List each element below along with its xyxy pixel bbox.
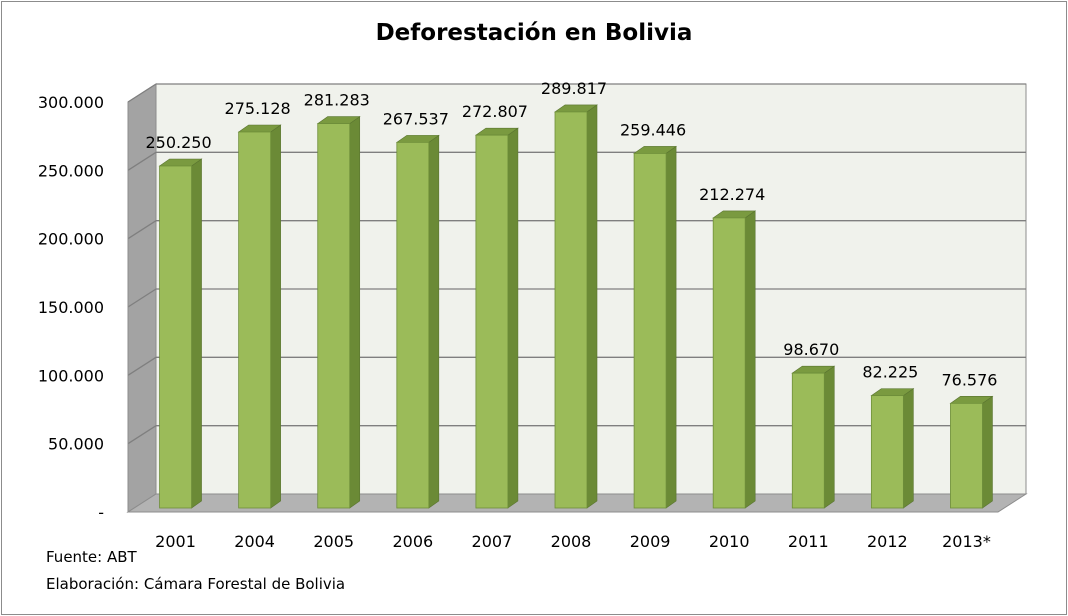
bar-2008 [554,104,598,509]
data-label: 259.446 [620,120,686,139]
data-label: 281.283 [304,91,370,110]
bar-side [586,104,598,509]
gridline-side [127,220,157,240]
bar-2011 [791,365,836,509]
x-tick-label: 2011 [788,532,829,551]
x-tick-label: 2006 [392,532,433,551]
gridline-side [127,83,157,103]
bar-2006 [395,134,440,509]
y-tick-label: 200.000 [38,230,104,249]
bar-front [238,131,272,509]
data-label: 82.225 [862,363,918,382]
bar-front [317,123,351,509]
bar-2007 [474,127,519,509]
y-tick-label: 150.000 [38,298,104,317]
x-tick-label: 2008 [551,532,592,551]
bar-side [665,145,677,509]
x-tick-label: 2004 [234,532,275,551]
bar-front [396,141,430,509]
x-tick-label: 2010 [709,532,750,551]
bar-2009 [633,145,678,509]
bar-front [950,402,983,509]
bar-2013* [949,395,994,509]
y-tick-label: 300.000 [38,93,104,112]
gridline-side [127,288,157,308]
bar-front [159,165,192,509]
bar-side [428,134,440,509]
data-label: 272.807 [462,102,528,121]
gridline-side [127,425,157,445]
bar-front [791,372,825,509]
x-tick-label: 2001 [155,532,196,551]
y-tick-label: 50.000 [48,435,104,454]
bar-side [507,127,519,509]
x-tick-label: 2013* [942,532,991,551]
y-tick-label: 100.000 [38,366,104,385]
bar-2005 [316,116,361,509]
data-label: 98.670 [783,340,839,359]
bar-side [744,210,756,509]
gridline-side [127,151,157,171]
bar-front [633,153,667,509]
chart-title: Deforestación en Bolivia [375,20,693,46]
x-tick-label: 2012 [867,532,908,551]
bar-front [712,217,746,509]
bar-front [870,395,904,509]
bar-side [982,395,993,509]
y-tick-label: 250.000 [38,161,104,180]
data-label: 275.128 [225,99,291,118]
bar-2004 [237,124,282,509]
y-tick-label: - [98,503,104,522]
x-tick-label: 2007 [472,532,513,551]
data-label: 250.250 [145,133,211,152]
bar-side [349,116,361,509]
bar-side [191,158,202,509]
data-label: 76.576 [941,370,997,389]
bar-2010 [712,210,757,509]
bar-front [475,134,509,509]
bar-side [823,365,835,509]
bar-2012 [870,388,915,509]
bar-side [270,124,281,509]
x-tick-label: 2005 [313,532,354,551]
bar-front [554,111,588,509]
data-label: 289.817 [541,79,607,98]
x-tick-label: 2009 [630,532,671,551]
bar-side [903,388,914,509]
data-label: 212.274 [699,185,765,204]
bar-2001 [158,158,203,509]
source-note: Fuente: ABT [46,548,137,566]
author-note: Elaboración: Cámara Forestal de Bolivia [46,575,346,593]
data-label: 267.537 [383,109,449,128]
gridline-side [127,356,157,376]
